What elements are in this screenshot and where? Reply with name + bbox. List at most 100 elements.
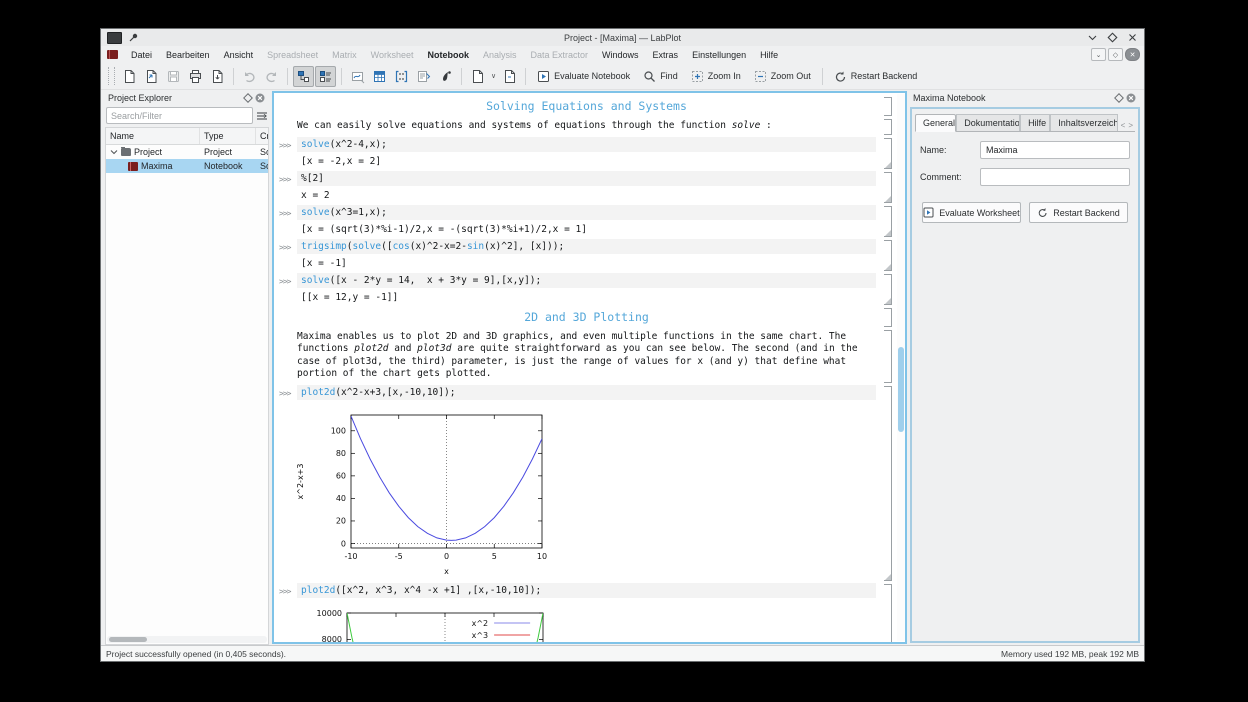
maxima-notebook-view: Solving Equations and Systems We can easi… <box>272 91 907 644</box>
new-spreadsheet-button[interactable] <box>369 66 390 87</box>
mdi-minimize-button[interactable]: ⌄ <box>1091 48 1106 61</box>
undo-button[interactable] <box>239 66 260 87</box>
cell-bracket[interactable] <box>880 97 895 116</box>
cell-prompt: >>> <box>279 140 291 150</box>
code-input[interactable]: solve(x^3=1,x); <box>297 204 876 220</box>
new-worksheet-button[interactable] <box>347 66 368 87</box>
code-input[interactable]: plot2d(x^2-x+3,[x,-10,10]); <box>297 384 876 400</box>
menu-ansicht[interactable]: Ansicht <box>223 49 254 60</box>
redo-button[interactable] <box>261 66 282 87</box>
project-tree-header[interactable]: Name Type Created <box>106 128 268 145</box>
menu-bearbeiten[interactable]: Bearbeiten <box>166 49 210 60</box>
open-project-icon <box>147 69 157 83</box>
new-notebook-button[interactable] <box>467 66 488 87</box>
float-properties-button[interactable] <box>1113 92 1125 104</box>
menu-windows[interactable]: Windows <box>602 49 639 60</box>
minimize-button[interactable] <box>1087 32 1098 43</box>
notebook-content: Solving Equations and Systems We can easi… <box>274 93 896 642</box>
find-button[interactable]: Find <box>637 66 684 87</box>
mdi-restore-button[interactable]: ◇ <box>1108 48 1123 61</box>
menu-extras[interactable]: Extras <box>652 49 679 60</box>
evaluate-notebook-button[interactable]: Evaluate Notebook <box>531 66 636 87</box>
labplot-window: Project - [Maxima] — LabPlot Datei Bearbe… <box>100 28 1145 662</box>
tab-dokumentation[interactable]: Dokumentation <box>956 114 1021 132</box>
float-panel-button[interactable] <box>242 92 254 104</box>
datapicker-button[interactable] <box>435 66 456 87</box>
tab-general[interactable]: General <box>915 114 957 132</box>
comment-field[interactable] <box>980 168 1130 186</box>
notebook-code-cell: >>> %[2] x = 2 <box>279 170 896 204</box>
search-filter-input[interactable] <box>106 107 253 124</box>
print-button[interactable] <box>185 66 206 87</box>
cell-bracket[interactable] <box>880 137 895 169</box>
markdown-text[interactable]: Maxima enables us to plot 2D and 3D grap… <box>297 330 858 380</box>
new-matrix-button[interactable] <box>391 66 412 87</box>
pin-icon[interactable] <box>128 33 138 43</box>
save-button[interactable] <box>163 66 184 87</box>
column-type[interactable]: Type <box>200 128 256 144</box>
cell-bracket[interactable] <box>880 273 895 305</box>
zoom-out-button[interactable]: Zoom Out <box>748 66 817 87</box>
code-input[interactable]: plot2d([x^2, x^3, x^4 -x +1] ,[x,-10,10]… <box>297 582 876 598</box>
menu-einstellungen[interactable]: Einstellungen <box>692 49 747 60</box>
toggle-properties-button[interactable] <box>315 65 336 87</box>
tree-row-maxima[interactable]: MaximaNotebookSo. Jan. 2 18: <box>106 159 268 173</box>
code-input[interactable]: trigsimp(solve([cos(x)^2-x=2-sin(x)^2], … <box>297 238 876 254</box>
column-name[interactable]: Name <box>106 128 200 144</box>
evaluate-worksheet-button[interactable]: Evaluate Worksheet <box>922 202 1021 223</box>
notebook-dropdown-chevron[interactable]: ∨ <box>491 73 497 80</box>
mdi-close-button[interactable]: ✕ <box>1125 48 1140 61</box>
expander-icon[interactable] <box>110 148 118 156</box>
markdown-text[interactable]: We can easily solve equations and system… <box>297 120 772 131</box>
notebook-vscrollbar[interactable] <box>897 94 905 641</box>
cell-bracket[interactable] <box>880 239 895 271</box>
menu-hilfe[interactable]: Hilfe <box>760 49 779 60</box>
code-input[interactable]: solve([x - 2*y = 14, x + 3*y = 9],[x,y])… <box>297 272 876 288</box>
new-workbook-button[interactable] <box>413 66 434 87</box>
cell-bracket[interactable] <box>880 205 895 237</box>
column-created[interactable]: Created <box>256 128 268 144</box>
tab-scroll-right[interactable]: > <box>1128 121 1133 130</box>
notebook-vscrollbar-thumb[interactable] <box>898 347 904 432</box>
code-input[interactable]: %[2] <box>297 170 876 186</box>
cell-bracket[interactable] <box>880 583 895 642</box>
svg-text:-5: -5 <box>395 552 403 561</box>
notebook-code-cell: >>> solve(x^3=1,x); [x = (sqrt(3)*%i-1)/2,… <box>279 204 896 238</box>
cell-bracket[interactable] <box>880 171 895 203</box>
cell-bracket[interactable] <box>880 119 895 135</box>
code-result: [x = -2,x = 2] <box>301 155 382 167</box>
zoom-in-button[interactable]: Zoom In <box>685 66 747 87</box>
close-panel-button[interactable] <box>254 92 266 104</box>
code-input[interactable]: solve(x^2-4,x); <box>297 136 876 152</box>
restart-backend-panel-button[interactable]: Restart Backend <box>1029 202 1128 223</box>
open-project-button[interactable] <box>141 66 162 87</box>
tab-scroll-left[interactable]: < <box>1120 121 1126 130</box>
svg-text:x^2: x^2 <box>472 619 489 628</box>
close-button[interactable] <box>1127 32 1138 43</box>
toggle-project-explorer-button[interactable] <box>293 65 314 87</box>
filter-options-icon[interactable] <box>256 110 268 122</box>
app-icon <box>107 31 122 44</box>
explorer-hscrollbar-thumb[interactable] <box>109 637 147 642</box>
new-notebook-alt-button[interactable] <box>499 66 520 87</box>
cell-bracket[interactable] <box>880 307 895 327</box>
tab-hilfe[interactable]: Hilfe <box>1020 114 1051 132</box>
explorer-hscrollbar[interactable] <box>107 636 267 643</box>
toolbar-handle[interactable] <box>108 67 115 85</box>
menu-datei[interactable]: Datei <box>131 49 153 60</box>
restart-backend-button[interactable]: Restart Backend <box>828 66 924 87</box>
tab-inhaltsverzeichn[interactable]: Inhaltsverzeichn <box>1050 114 1118 132</box>
cell-bracket[interactable] <box>880 329 895 383</box>
export-button[interactable] <box>207 66 228 87</box>
svg-text:0: 0 <box>341 539 346 548</box>
maximize-button[interactable] <box>1107 32 1118 43</box>
export-icon <box>213 69 223 83</box>
cell-prompt: >>> <box>279 242 291 252</box>
close-properties-button[interactable] <box>1125 92 1137 104</box>
name-field[interactable] <box>980 141 1130 159</box>
new-project-button[interactable] <box>119 66 140 87</box>
menu-notebook[interactable]: Notebook <box>427 49 469 60</box>
project-explorer-title: Project Explorer <box>108 93 173 103</box>
cell-bracket[interactable] <box>880 385 895 581</box>
tree-row-project[interactable]: ProjectProjectSo. Jan. 2 18: <box>106 145 268 159</box>
